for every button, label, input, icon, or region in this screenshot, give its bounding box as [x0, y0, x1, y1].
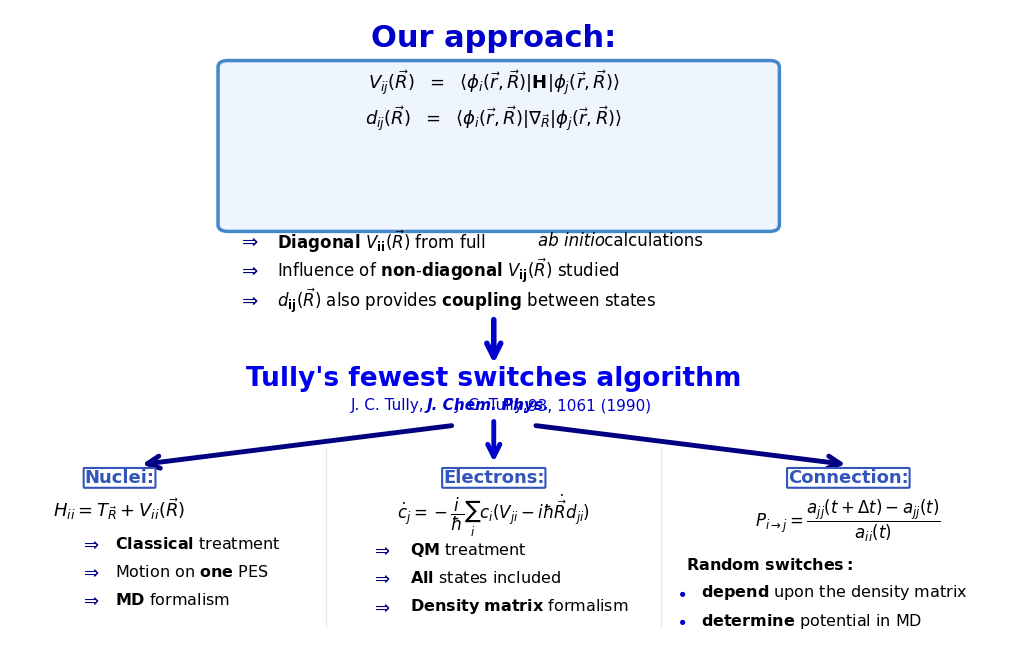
Text: $\Rightarrow$: $\Rightarrow$ [80, 591, 100, 609]
Text: $\mathbf{MD}$ formalism: $\mathbf{MD}$ formalism [115, 592, 229, 608]
Text: Motion on $\mathbf{one}$ PES: Motion on $\mathbf{one}$ PES [115, 564, 268, 580]
Text: $\Rightarrow$: $\Rightarrow$ [371, 570, 390, 587]
Text: 93, 1061 (1990): 93, 1061 (1990) [523, 398, 651, 413]
Text: J. Chem. Phys.: J. Chem. Phys. [427, 398, 550, 413]
Text: $\mathbf{determine}$ potential in MD: $\mathbf{determine}$ potential in MD [700, 612, 922, 631]
Text: $H_{ii} = T_{\vec{R}} + V_{ii}(\vec{R})$: $H_{ii} = T_{\vec{R}} + V_{ii}(\vec{R})$ [53, 496, 185, 521]
Text: $\Rightarrow$: $\Rightarrow$ [238, 261, 259, 280]
Text: $\Rightarrow$: $\Rightarrow$ [80, 563, 100, 581]
Text: Electrons:: Electrons: [443, 469, 545, 487]
Text: $\bullet$: $\bullet$ [676, 612, 686, 630]
Text: J. C. Tully,: J. C. Tully, [455, 398, 534, 413]
Text: $\mathbf{Random\ switches:}$: $\mathbf{Random\ switches:}$ [686, 556, 853, 573]
Text: $\mathbf{QM}$ treatment: $\mathbf{QM}$ treatment [410, 541, 527, 559]
Text: $\mathbf{All}$ states included: $\mathbf{All}$ states included [410, 570, 561, 587]
Text: $\dot{c}_j = -\dfrac{i}{\hbar}\sum_i c_i(V_{ji} - i\hbar\dot{\vec{R}}d_{ji})$: $\dot{c}_j = -\dfrac{i}{\hbar}\sum_i c_i… [397, 492, 590, 539]
Text: Influence of $\mathbf{non\text{-}diagonal}\ V_{\mathbf{ij}}(\vec{R})$ studied: Influence of $\mathbf{non\text{-}diagona… [278, 257, 620, 285]
Text: $\mathbf{depend}$ upon the density matrix: $\mathbf{depend}$ upon the density matri… [700, 583, 968, 603]
Text: $\Rightarrow$: $\Rightarrow$ [371, 598, 390, 616]
Text: $\mathbf{Diagonal}\ V_{\mathbf{ii}}(\vec{R})$ from full: $\mathbf{Diagonal}\ V_{\mathbf{ii}}(\vec… [278, 228, 487, 255]
Text: $\Rightarrow$: $\Rightarrow$ [238, 232, 259, 251]
Text: $\Rightarrow$: $\Rightarrow$ [80, 535, 100, 552]
Text: $\Rightarrow$: $\Rightarrow$ [371, 541, 390, 559]
Text: Connection:: Connection: [787, 469, 908, 487]
Text: $\bullet$: $\bullet$ [676, 584, 686, 602]
Text: $\mathbf{Density\ matrix}$ formalism: $\mathbf{Density\ matrix}$ formalism [410, 597, 629, 616]
Text: $V_{ij}(\vec{R})\ \ =\ \ \langle \phi_i(\vec{r},\vec{R})|\mathbf{H}|\phi_j(\vec{: $V_{ij}(\vec{R})\ \ =\ \ \langle \phi_i(… [368, 69, 620, 98]
Text: calculations: calculations [599, 232, 703, 250]
Text: $\Rightarrow$: $\Rightarrow$ [238, 291, 259, 310]
Text: ab initio: ab initio [538, 232, 605, 250]
Text: Our approach:: Our approach: [371, 24, 616, 53]
Text: $d_{ij}(\vec{R})\ \ =\ \ \langle \phi_i(\vec{r},\vec{R})|\nabla_{\vec{R}}|\phi_j: $d_{ij}(\vec{R})\ \ =\ \ \langle \phi_i(… [366, 105, 623, 134]
Text: $P_{i\rightarrow j} = \dfrac{a_{jj}(t+\Delta t) - a_{jj}(t)}{a_{ii}(t)}$: $P_{i\rightarrow j} = \dfrac{a_{jj}(t+\D… [756, 498, 941, 544]
Text: $\mathbf{Classical}$ treatment: $\mathbf{Classical}$ treatment [115, 536, 281, 552]
Text: Tully's fewest switches algorithm: Tully's fewest switches algorithm [246, 366, 741, 392]
Text: J. C. Tully,: J. C. Tully, [351, 398, 429, 413]
Text: $\mathit{d}_{\mathbf{ij}}(\vec{R})$ also provides $\mathbf{coupling}$ between st: $\mathit{d}_{\mathbf{ij}}(\vec{R})$ also… [278, 286, 656, 315]
Text: Nuclei:: Nuclei: [85, 469, 155, 487]
FancyBboxPatch shape [218, 61, 779, 232]
